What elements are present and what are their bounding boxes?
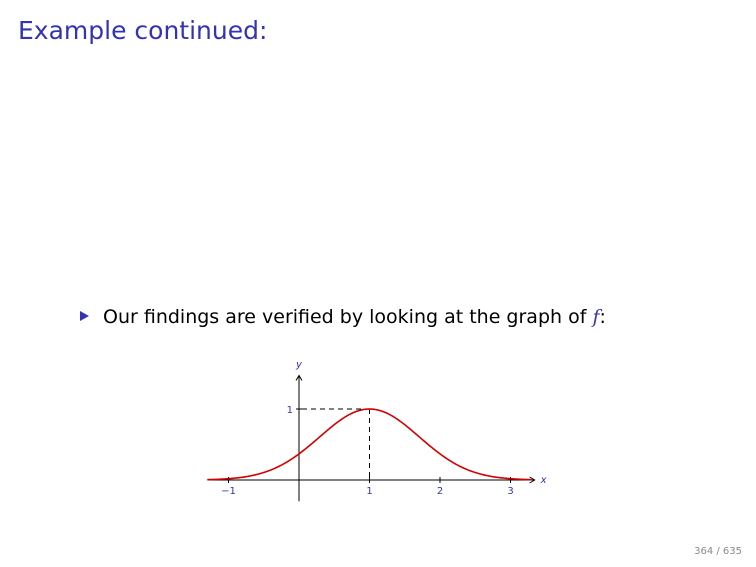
y-ticks: 1 bbox=[287, 405, 302, 416]
y-axis-label: y bbox=[295, 360, 303, 371]
function-symbol: f bbox=[592, 306, 600, 328]
x-ticks: −1 1 2 3 bbox=[221, 477, 514, 497]
y-axis-arrowhead bbox=[295, 374, 303, 381]
page-number: 364 / 635 bbox=[694, 546, 742, 557]
x-tick-label: 1 bbox=[366, 486, 372, 497]
bullet-item: Our findings are verified by looking at … bbox=[80, 306, 606, 329]
x-axis-label: x bbox=[540, 475, 547, 486]
slide-title: Example continued: bbox=[18, 16, 268, 45]
bullet-triangle-icon bbox=[80, 311, 89, 321]
y-tick-label: 1 bbox=[287, 405, 293, 416]
x-tick-label: 3 bbox=[507, 486, 513, 497]
x-tick-label: −1 bbox=[221, 486, 236, 497]
bullet-text: Our findings are verified by looking at … bbox=[103, 306, 593, 328]
bullet-suffix: : bbox=[599, 306, 606, 328]
curve-f bbox=[207, 408, 532, 481]
x-tick-label: 2 bbox=[437, 486, 443, 497]
x-axis-arrowhead bbox=[529, 476, 536, 484]
